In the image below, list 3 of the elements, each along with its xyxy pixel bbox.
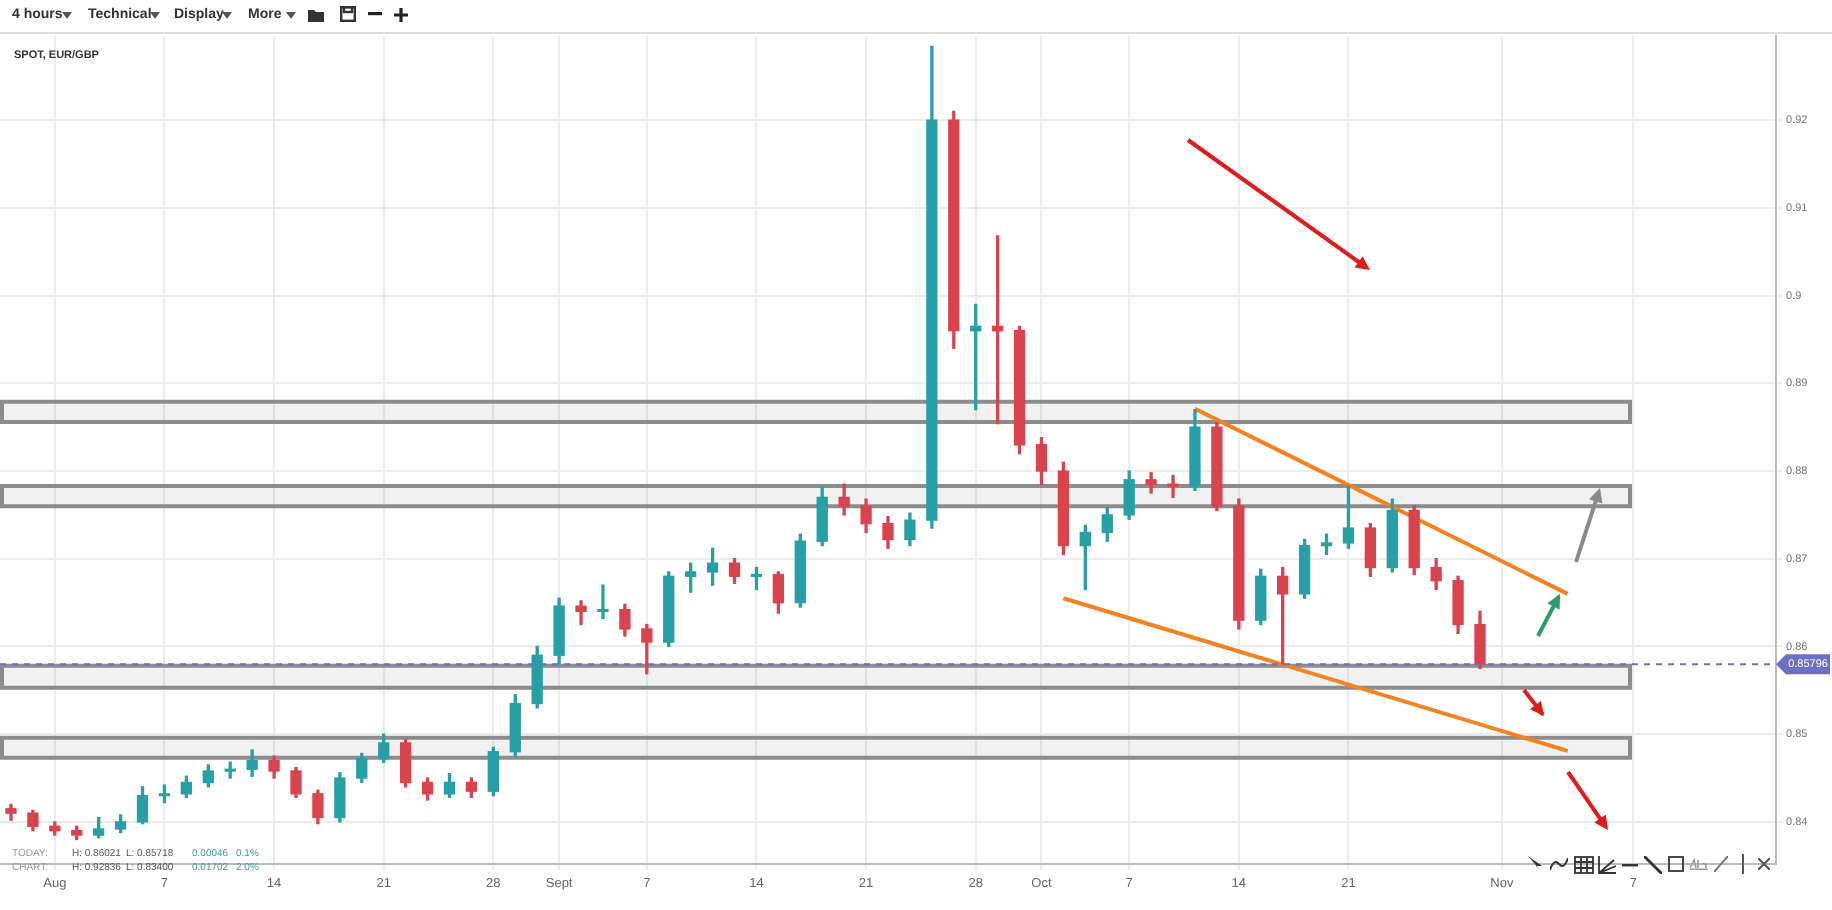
candlestick [597, 584, 609, 620]
candlestick [1167, 474, 1179, 499]
candlestick [1145, 472, 1157, 494]
